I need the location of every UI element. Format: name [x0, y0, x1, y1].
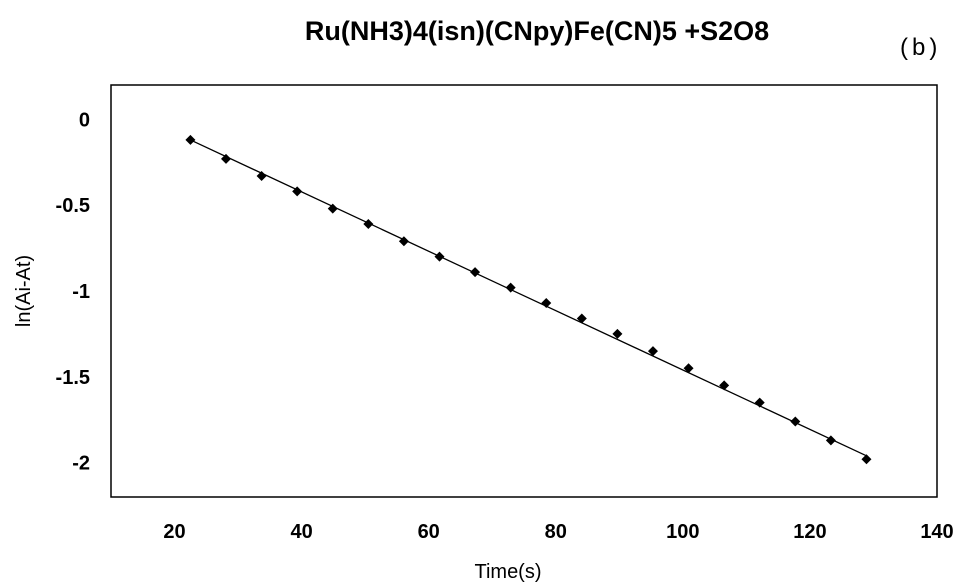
data-point [576, 313, 587, 324]
x-tick-label: 100 [666, 521, 699, 543]
data-point [256, 170, 267, 181]
data-points [185, 134, 872, 465]
x-tick-label: 140 [920, 521, 953, 543]
x-tick-label: 80 [545, 521, 567, 543]
x-axis-ticks: 20 40 60 80 100 120 140 [163, 521, 953, 543]
x-tick-label: 120 [793, 521, 826, 543]
plot-frame [110, 84, 938, 498]
panel-label: (b) [900, 34, 941, 61]
data-point [541, 298, 552, 309]
data-point [505, 282, 516, 293]
data-point [398, 236, 409, 247]
y-tick-label: -2 [72, 453, 90, 475]
data-point [185, 134, 196, 145]
y-axis-ticks: 0 -0.5 -1 -1.5 -2 [56, 109, 90, 474]
y-tick-label: -0.5 [56, 195, 90, 217]
data-point [434, 251, 445, 262]
x-axis-label: Time(s) [474, 561, 541, 583]
x-tick-label: 20 [163, 521, 185, 543]
data-point [754, 397, 765, 408]
data-point [292, 186, 303, 197]
data-point [861, 454, 872, 465]
data-point [825, 435, 836, 446]
x-tick-label: 40 [290, 521, 312, 543]
fit-line [190, 139, 867, 457]
x-tick-label: 60 [418, 521, 440, 543]
data-point [612, 328, 623, 339]
chart-title: Ru(NH3)4(isn)(CNpy)Fe(CN)5 +S2O8 [305, 16, 769, 46]
y-tick-label: 0 [79, 109, 90, 131]
y-tick-label: -1.5 [56, 367, 90, 389]
y-tick-label: -1 [72, 281, 90, 303]
data-point [221, 153, 232, 164]
data-point [647, 346, 658, 357]
data-point [327, 203, 338, 214]
y-axis-label: ln(Ai-At) [13, 255, 35, 327]
data-point [470, 267, 481, 278]
data-point [790, 416, 801, 427]
data-point [363, 219, 374, 230]
data-point [683, 363, 694, 374]
data-point [719, 380, 730, 391]
